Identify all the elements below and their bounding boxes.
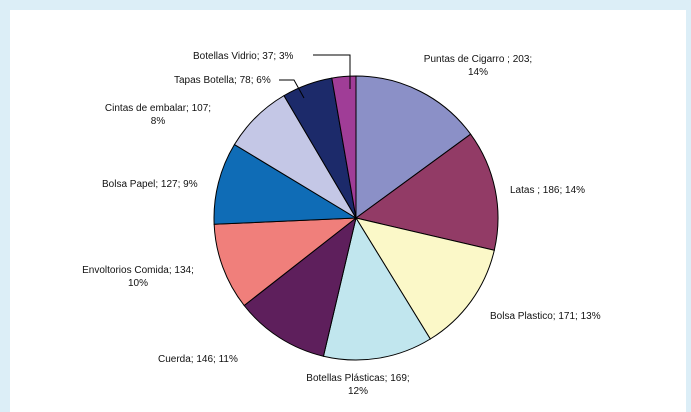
slice-label: Botellas Vidrio; 37; 3% bbox=[193, 51, 294, 62]
leader-line bbox=[313, 54, 351, 89]
slice-labels: Puntas de Cigarro ; 203; 14% Latas ; 186; … bbox=[82, 51, 601, 397]
pie-slice bbox=[331, 75, 357, 219]
slice-label-line: Cuerda; 146; 11% bbox=[158, 354, 238, 365]
pie-slice bbox=[354, 217, 495, 340]
pie-chart: Puntas de Cigarro ; 203; 14% Latas ; 186; … bbox=[82, 51, 601, 397]
leader-line bbox=[279, 79, 305, 99]
slice-label-line: 8% bbox=[151, 116, 166, 127]
pie-slices bbox=[213, 75, 499, 361]
slice-label: Envoltorios Comida; 134; 10% bbox=[82, 265, 194, 289]
pie-slice bbox=[322, 216, 431, 361]
slice-label-line: 10% bbox=[128, 278, 148, 289]
slice-label-line: 12% bbox=[348, 386, 368, 397]
slice-label-line: Cintas de embalar; 107; bbox=[105, 103, 211, 114]
chart-frame: Puntas de Cigarro ; 203; 14% Latas ; 186; … bbox=[10, 10, 686, 412]
pie-slice bbox=[213, 217, 358, 307]
slice-label-line: Botellas Plásticas; 169; bbox=[306, 373, 409, 384]
pie-slice bbox=[354, 133, 499, 251]
leader-lines bbox=[279, 54, 351, 99]
slice-label: Cintas de embalar; 107; 8% bbox=[105, 103, 211, 127]
slice-label: Latas ; 186; 14% bbox=[510, 185, 585, 196]
pie-slice bbox=[243, 216, 357, 357]
slice-label-line: Latas ; 186; 14% bbox=[510, 185, 585, 196]
slice-label: Cuerda; 146; 11% bbox=[158, 354, 238, 365]
slice-label-line: Bolsa Plastico; 171; 13% bbox=[490, 311, 601, 322]
slice-label-line: Tapas Botella; 78; 6% bbox=[174, 75, 271, 86]
pie-slice bbox=[355, 75, 472, 219]
slice-label: Bolsa Plastico; 171; 13% bbox=[490, 311, 601, 322]
slice-label-line: Puntas de Cigarro ; 203; bbox=[424, 54, 532, 65]
slice-label-line: 14% bbox=[468, 67, 488, 78]
slice-label-line: Envoltorios Comida; 134; bbox=[82, 265, 194, 276]
slice-label: Puntas de Cigarro ; 203; 14% bbox=[424, 54, 532, 78]
slice-label: Tapas Botella; 78; 6% bbox=[174, 75, 271, 86]
pie-slice bbox=[213, 143, 358, 225]
slice-label-line: Botellas Vidrio; 37; 3% bbox=[193, 51, 294, 62]
slice-label: Botellas Plásticas; 169; 12% bbox=[306, 373, 409, 397]
slice-label-line: Bolsa Papel; 127; 9% bbox=[102, 179, 198, 190]
slice-label: Bolsa Papel; 127; 9% bbox=[102, 179, 198, 190]
